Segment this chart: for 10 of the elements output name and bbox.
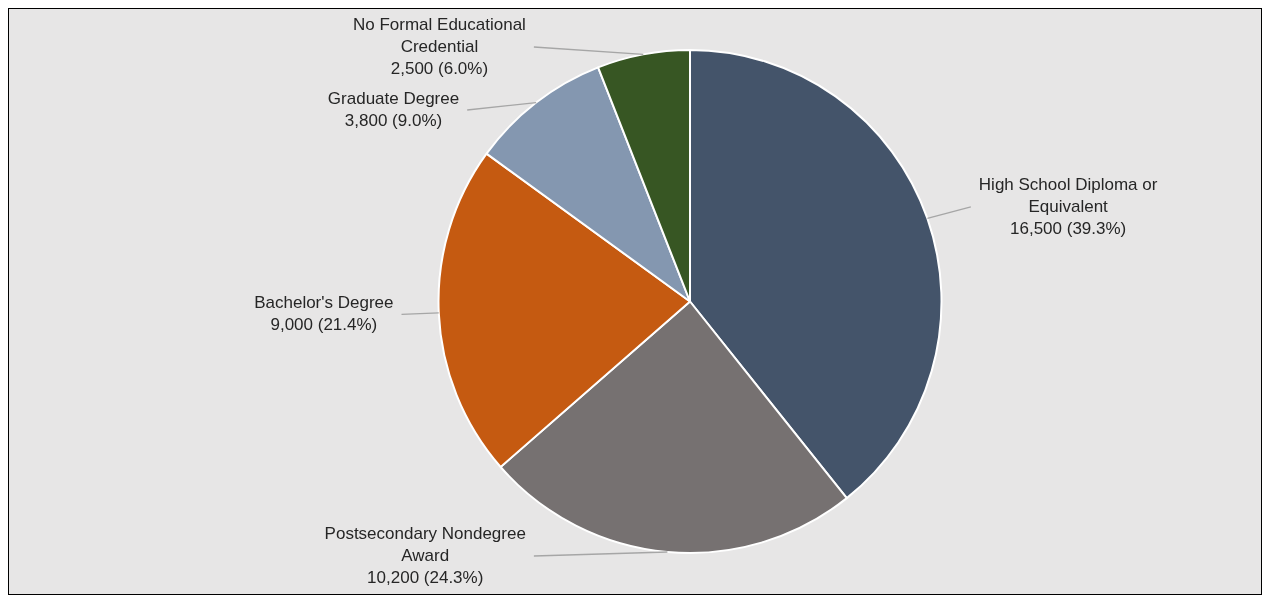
slice-label: Graduate Degree [327, 88, 460, 108]
data-label: 2,500 (6.0%) [390, 58, 489, 78]
slice-label: High School Diploma or Equivalent [978, 174, 1158, 216]
slice-label: No Formal Educational Credential [352, 14, 526, 56]
data-label: 3,800 (9.0%) [344, 110, 443, 130]
data-label: 10,200 (24.3%) [367, 567, 484, 587]
data-label: 16,500 (39.3%) [1010, 218, 1127, 238]
slice-label: Postsecondary Nondegree Award [324, 523, 526, 565]
data-label: 9,000 (21.4%) [270, 315, 378, 335]
slice-label: Bachelor's Degree [254, 293, 394, 313]
